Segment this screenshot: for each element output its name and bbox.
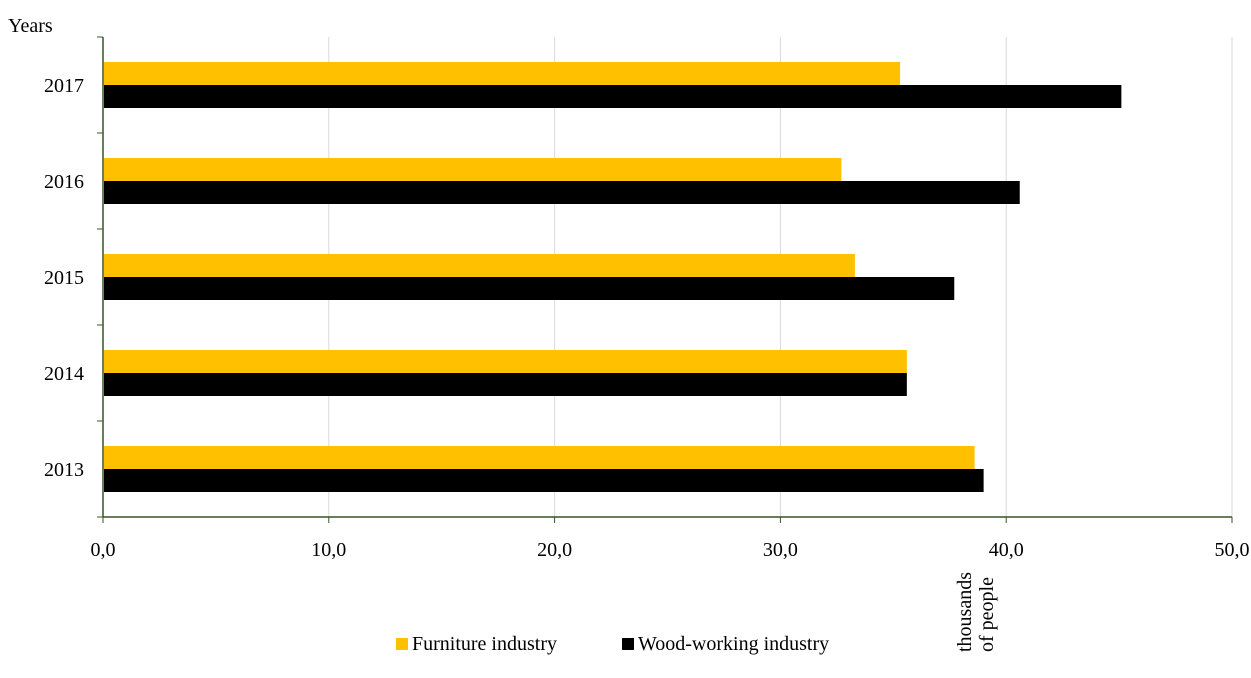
legend-label-wood: Wood-working industry: [638, 633, 829, 655]
y-tick-label: 2014: [44, 363, 84, 385]
legend-label-furniture: Furniture industry: [412, 633, 557, 655]
legend-swatch-wood: [622, 638, 634, 650]
bar-furniture-2017: [104, 62, 901, 85]
bar-wood-2015: [104, 277, 955, 300]
x-tick-label: 30,0: [763, 539, 798, 561]
y-tick-label: 2013: [44, 459, 84, 481]
x-tick-labels: 0,0 10,0 20,0 30,0 40,0 50,0: [91, 539, 1250, 561]
bars: [104, 62, 1122, 492]
legend-swatch-furniture: [396, 638, 408, 650]
bar-furniture-2015: [104, 254, 855, 277]
bar-wood-2013: [104, 469, 984, 492]
x-tick-label: 0,0: [91, 539, 116, 561]
y-tick-label: 2017: [44, 75, 84, 97]
bar-furniture-2013: [104, 446, 975, 469]
bar-wood-2016: [104, 181, 1020, 204]
x-tick-label: 40,0: [989, 539, 1024, 561]
x-tick-label: 20,0: [537, 539, 572, 561]
bar-wood-2014: [104, 373, 907, 396]
y-axis-title: Years: [8, 15, 53, 37]
y-tick-label: 2016: [44, 171, 84, 193]
axes: [97, 36, 1233, 523]
bar-furniture-2016: [104, 158, 842, 181]
y-tick-labels: 2013 2014 2015 2016 2017: [44, 75, 84, 481]
x-tick-label: 50,0: [1215, 539, 1250, 561]
x-tick-label: 10,0: [311, 539, 346, 561]
y-tick-label: 2015: [44, 267, 84, 289]
legend: Furniture industry Wood-working industry: [396, 633, 829, 655]
bar-wood-2017: [104, 85, 1122, 108]
x-axis-title-line2: of people: [976, 577, 998, 652]
bar-furniture-2014: [104, 350, 907, 373]
x-axis-title-line1: thousands: [954, 572, 976, 652]
